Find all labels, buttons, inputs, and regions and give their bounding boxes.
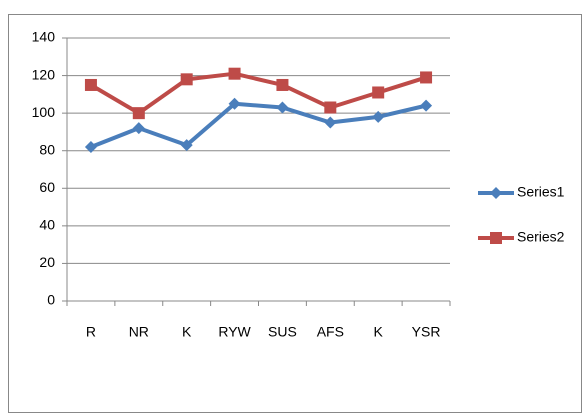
point: [276, 78, 289, 91]
legend-label: Series1: [517, 184, 565, 200]
series-line: [89, 71, 427, 116]
chart-border: [8, 14, 582, 413]
point: [180, 73, 193, 86]
point: [132, 107, 145, 120]
x-tick-label: R: [86, 324, 96, 340]
point: [84, 140, 97, 153]
y-tick-label: 0: [47, 292, 55, 308]
point: [420, 71, 433, 84]
x-tick-label: NR: [129, 324, 149, 340]
point: [228, 97, 241, 110]
y-tick-label: 100: [32, 104, 56, 120]
y-tick-label: 20: [39, 254, 55, 270]
y-tick-label: 120: [32, 66, 56, 82]
x-tick-label: SUS: [268, 324, 297, 340]
legend-marker: [490, 232, 502, 244]
point: [372, 86, 385, 99]
point: [324, 101, 337, 114]
x-tick-label: AFS: [317, 324, 344, 340]
y-tick-label: 60: [39, 179, 55, 195]
x-tick-label: RYW: [218, 324, 251, 340]
legend-marker: [490, 187, 502, 199]
y-tick-label: 40: [39, 217, 55, 233]
legend-label: Series2: [517, 229, 565, 245]
point: [372, 110, 385, 123]
point: [420, 99, 433, 112]
y-tick-label: 140: [32, 29, 56, 45]
x-tick-label: YSR: [412, 324, 441, 340]
x-tick-label: K: [374, 324, 384, 340]
series-line: [90, 101, 427, 149]
point: [276, 101, 289, 114]
point: [324, 116, 337, 129]
point: [228, 67, 241, 80]
y-tick-label: 80: [39, 141, 55, 157]
point: [180, 139, 193, 152]
point: [84, 78, 97, 91]
x-tick-label: K: [182, 324, 192, 340]
point: [132, 122, 145, 135]
